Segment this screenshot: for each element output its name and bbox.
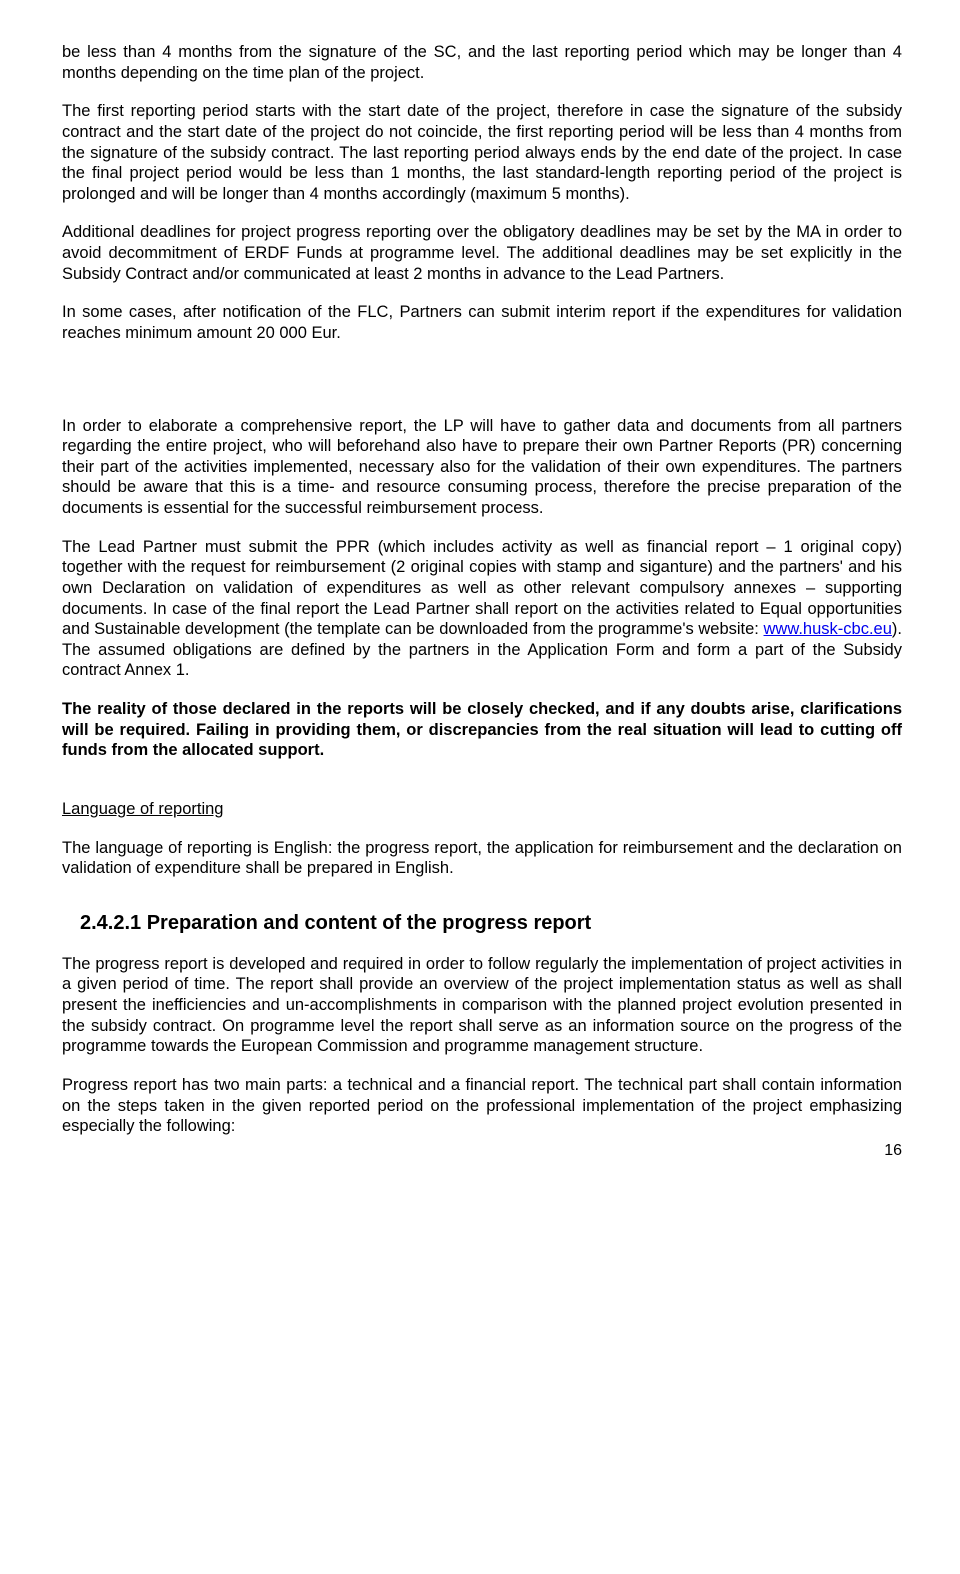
paragraph: The first reporting period starts with t… <box>62 101 902 204</box>
paragraph: Additional deadlines for project progres… <box>62 222 902 284</box>
section-heading: 2.4.2.1 Preparation and content of the p… <box>80 911 902 936</box>
paragraph-emphasis: The reality of those declared in the rep… <box>62 699 902 761</box>
paragraph: The language of reporting is English: th… <box>62 838 902 879</box>
paragraph-continuation: be less than 4 months from the signature… <box>62 42 902 83</box>
paragraph: In order to elaborate a comprehensive re… <box>62 416 902 519</box>
website-link[interactable]: www.husk-cbc.eu <box>764 620 892 638</box>
page-number: 16 <box>62 1141 902 1161</box>
paragraph: Progress report has two main parts: a te… <box>62 1075 902 1137</box>
spacer <box>62 362 902 416</box>
paragraph-with-link: The Lead Partner must submit the PPR (wh… <box>62 537 902 681</box>
paragraph: In some cases, after notification of the… <box>62 302 902 343</box>
spacer <box>62 779 902 799</box>
subsection-heading: Language of reporting <box>62 799 902 820</box>
paragraph: The progress report is developed and req… <box>62 954 902 1057</box>
